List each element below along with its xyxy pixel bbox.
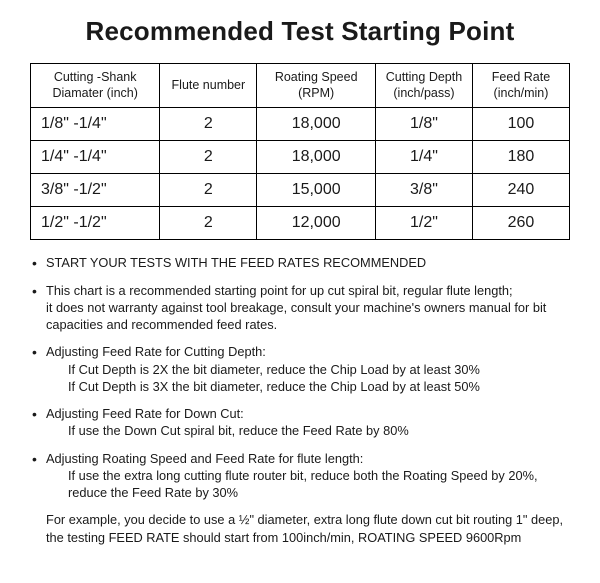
- note-item: This chart is a recommended starting poi…: [30, 282, 570, 334]
- cell-depth: 1/8": [375, 108, 472, 141]
- cell-depth: 1/4": [375, 141, 472, 174]
- table-row: 1/2" -1/2" 2 12,000 1/2" 260: [31, 207, 570, 240]
- note-sub: If Cut Depth is 3X the bit diameter, red…: [46, 378, 570, 395]
- header-flute: Flute number: [160, 64, 257, 108]
- note-item: Adjusting Feed Rate for Cutting Depth: I…: [30, 343, 570, 395]
- note-text: capacities and recommended feed rates.: [46, 317, 277, 332]
- cell-feed: 240: [472, 174, 569, 207]
- header-feed: Feed Rate(inch/min): [472, 64, 569, 108]
- note-sub: If use the extra long cutting flute rout…: [46, 467, 570, 484]
- cell-shank: 3/8" -1/2": [31, 174, 160, 207]
- cell-depth: 1/2": [375, 207, 472, 240]
- header-shank: Cutting -ShankDiamater (inch): [31, 64, 160, 108]
- cell-shank: 1/2" -1/2": [31, 207, 160, 240]
- cell-flute: 2: [160, 108, 257, 141]
- note-item: Adjusting Feed Rate for Down Cut: If use…: [30, 405, 570, 440]
- note-text: Adjusting Feed Rate for Cutting Depth:: [46, 344, 266, 359]
- cell-shank: 1/8" -1/4": [31, 108, 160, 141]
- notes-list: START YOUR TESTS WITH THE FEED RATES REC…: [30, 254, 570, 501]
- note-text: START YOUR TESTS WITH THE FEED RATES REC…: [46, 255, 426, 270]
- note-text: Adjusting Roating Speed and Feed Rate fo…: [46, 451, 363, 466]
- note-sub: If use the Down Cut spiral bit, reduce t…: [46, 422, 570, 439]
- table-row: 1/8" -1/4" 2 18,000 1/8" 100: [31, 108, 570, 141]
- cell-speed: 18,000: [257, 108, 376, 141]
- cell-flute: 2: [160, 141, 257, 174]
- note-item: Adjusting Roating Speed and Feed Rate fo…: [30, 450, 570, 502]
- cell-feed: 260: [472, 207, 569, 240]
- cell-speed: 15,000: [257, 174, 376, 207]
- note-text: This chart is a recommended starting poi…: [46, 283, 513, 298]
- cell-feed: 100: [472, 108, 569, 141]
- cell-depth: 3/8": [375, 174, 472, 207]
- cell-shank: 1/4" -1/4": [31, 141, 160, 174]
- header-depth: Cutting Depth(inch/pass): [375, 64, 472, 108]
- page-title: Recommended Test Starting Point: [30, 16, 570, 47]
- note-text: Adjusting Feed Rate for Down Cut:: [46, 406, 244, 421]
- cell-feed: 180: [472, 141, 569, 174]
- recommendation-table: Cutting -ShankDiamater (inch) Flute numb…: [30, 63, 570, 240]
- table-row: 1/4" -1/4" 2 18,000 1/4" 180: [31, 141, 570, 174]
- cell-speed: 18,000: [257, 141, 376, 174]
- note-item: START YOUR TESTS WITH THE FEED RATES REC…: [30, 254, 570, 271]
- note-text: it does not warranty against tool breaka…: [46, 300, 546, 315]
- footer-line: For example, you decide to use a ½" diam…: [46, 512, 563, 527]
- header-speed: Roating Speed(RPM): [257, 64, 376, 108]
- note-sub: If Cut Depth is 2X the bit diameter, red…: [46, 361, 570, 378]
- cell-speed: 12,000: [257, 207, 376, 240]
- note-sub: reduce the Feed Rate by 30%: [46, 484, 570, 501]
- footer-line: the testing FEED RATE should start from …: [46, 530, 521, 545]
- cell-flute: 2: [160, 207, 257, 240]
- example-footer: For example, you decide to use a ½" diam…: [30, 511, 570, 546]
- table-header-row: Cutting -ShankDiamater (inch) Flute numb…: [31, 64, 570, 108]
- cell-flute: 2: [160, 174, 257, 207]
- table-row: 3/8" -1/2" 2 15,000 3/8" 240: [31, 174, 570, 207]
